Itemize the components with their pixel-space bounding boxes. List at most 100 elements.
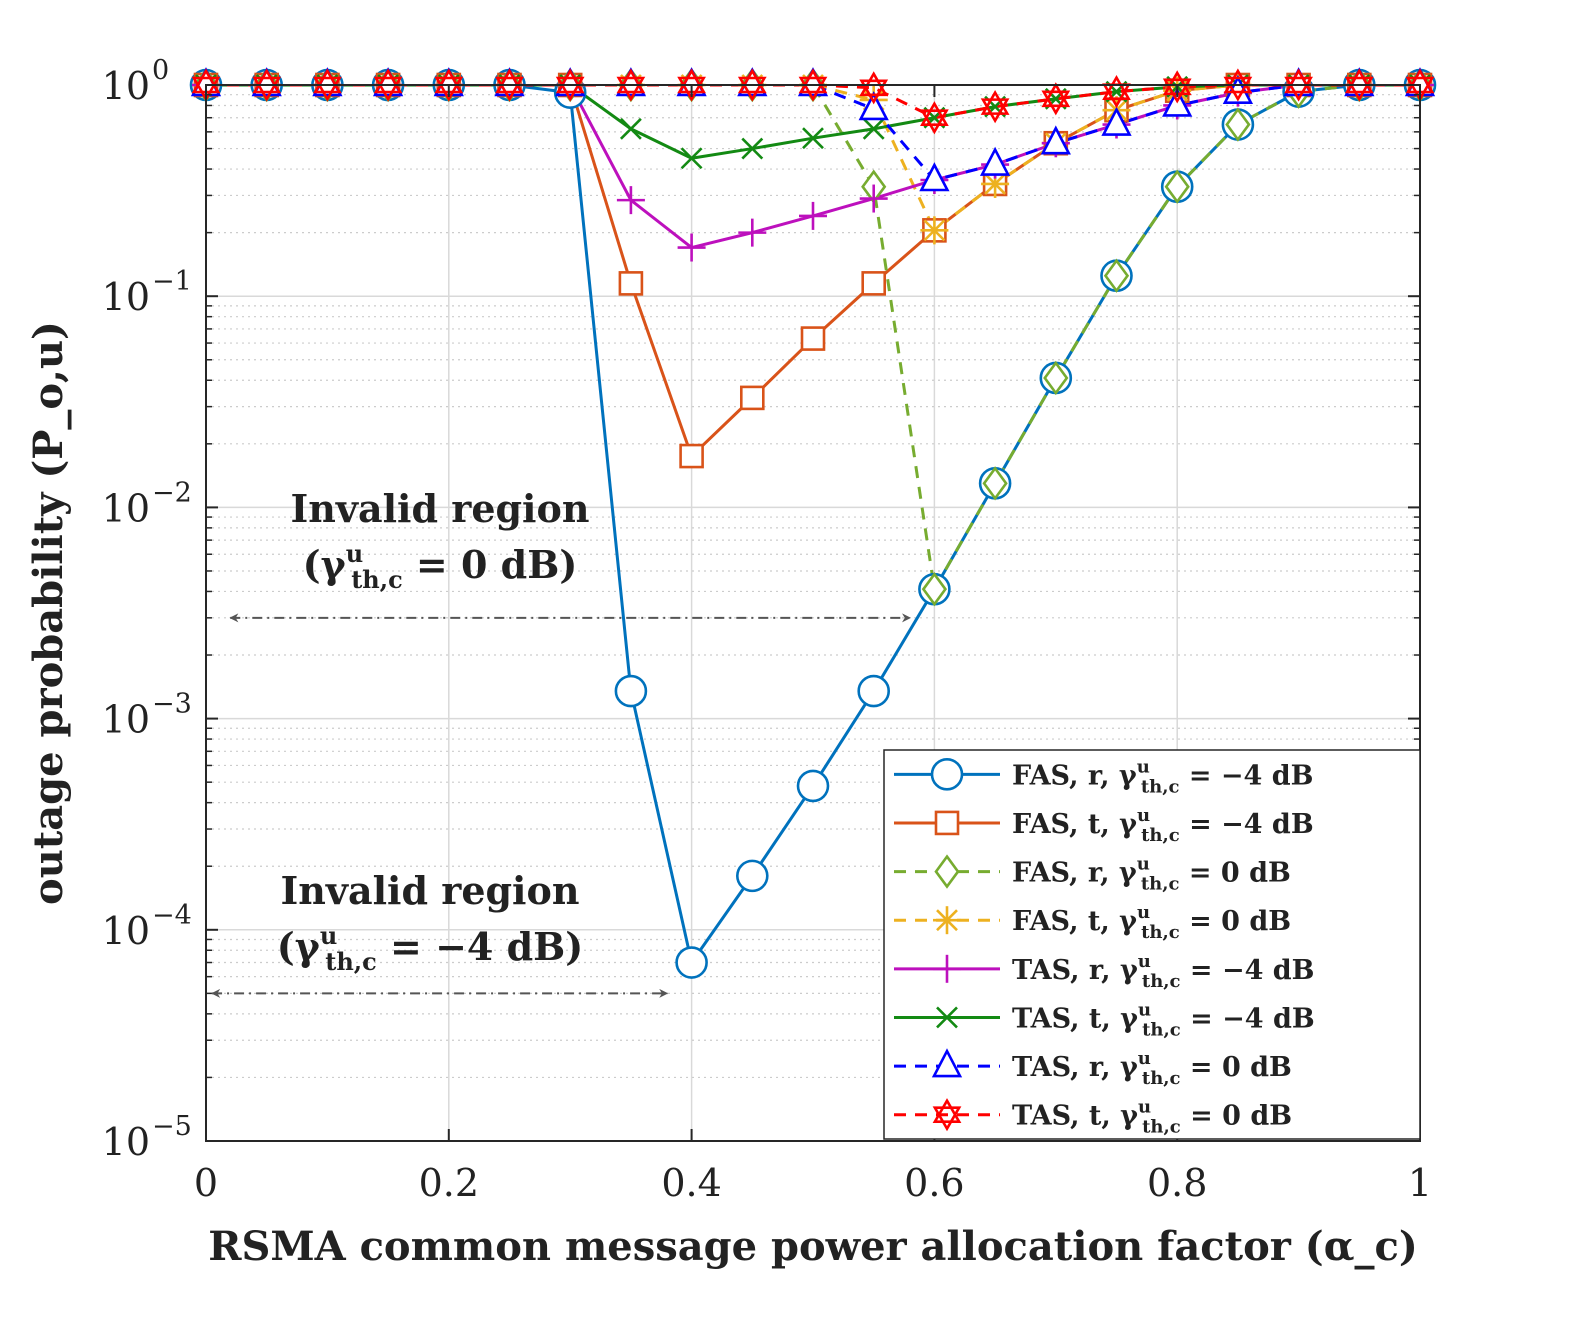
- legend-label: FAS, t, γu th,c = 0 dB: [1012, 902, 1291, 943]
- data-point-s1: [796, 769, 830, 803]
- legend-marker: [931, 1048, 963, 1078]
- y-tick-exponent: 0: [152, 55, 169, 86]
- data-point-s7: [1040, 125, 1071, 155]
- data-point-s8: [798, 68, 828, 102]
- data-point-s8: [555, 68, 585, 102]
- y-tick-label: 10: [102, 1120, 150, 1164]
- plot-area-frame: [205, 84, 1421, 1142]
- y-tick-label: 10: [102, 486, 150, 530]
- x-tick-label: 1: [1408, 1161, 1432, 1205]
- annotation-subtitle: (γu th,c = −4 dB): [277, 921, 584, 976]
- y-tick-label: 10: [102, 275, 150, 319]
- x-tick-label: 0.6: [904, 1161, 964, 1205]
- data-point-s8: [1041, 82, 1071, 116]
- data-point-s2: [679, 443, 704, 469]
- data-point-s8: [495, 68, 524, 102]
- legend-marker: [934, 854, 960, 889]
- x-tick-label: 0.4: [661, 1161, 721, 1205]
- legend-marker: [932, 1098, 962, 1132]
- data-point-s6: [802, 127, 824, 150]
- x-tick-label: 0.8: [1147, 1161, 1207, 1205]
- legend-entry: TAS, t, γu th,c = −4 dB: [894, 999, 1315, 1040]
- data-point-s8: [616, 68, 646, 102]
- y-tick-label: 10: [102, 64, 150, 108]
- data-point-s8: [980, 90, 1010, 124]
- data-point-s3: [1103, 258, 1130, 293]
- data-point-s2: [800, 326, 826, 351]
- data-point-s1: [857, 674, 891, 708]
- data-point-s2: [618, 271, 644, 296]
- data-point-s5: [738, 218, 767, 247]
- legend-entry: TAS, t, γu th,c = 0 dB: [894, 1097, 1292, 1138]
- data-point-s3: [921, 571, 948, 607]
- data-point-s6: [619, 117, 642, 140]
- data-markers: [189, 67, 1437, 979]
- legend-marker: [934, 810, 960, 836]
- data-point-s8: [373, 68, 403, 102]
- annotations: Invalid region (γu th,c = 0 dB) Invalid reg…: [211, 486, 912, 998]
- legend-label: TAS, t, γu th,c = 0 dB: [1012, 1097, 1292, 1138]
- y-tick-exponent: −5: [152, 1111, 192, 1142]
- data-point-s8: [1223, 68, 1253, 102]
- annotation-subtitle: (γu th,c = 0 dB): [303, 539, 578, 594]
- data-point-s8: [313, 68, 342, 102]
- data-point-s8: [1284, 68, 1313, 102]
- data-point-s8: [252, 68, 282, 102]
- legend-entry: TAS, r, γu th,c = 0 dB: [894, 1048, 1292, 1089]
- x-axis-title: RSMA common message power allocation fac…: [208, 1223, 1418, 1270]
- series-line-3: [206, 85, 1420, 591]
- annotation-title: Invalid region: [281, 868, 580, 913]
- data-point-s5: [799, 201, 827, 230]
- y-tick-label: 10: [102, 698, 150, 742]
- data-point-s6: [680, 147, 703, 170]
- data-point-s2: [739, 385, 765, 411]
- data-point-s3: [982, 466, 1008, 501]
- legend-label: TAS, r, γu th,c = 0 dB: [1012, 1048, 1292, 1089]
- legend-marker: [936, 1006, 958, 1029]
- data-point-s1: [735, 859, 769, 893]
- data-point-s7: [858, 91, 889, 121]
- y-tick-exponent: −4: [152, 900, 192, 931]
- data-point-s6: [862, 117, 885, 140]
- y-tick-label: 10: [102, 909, 150, 953]
- data-point-s1: [675, 946, 708, 979]
- y-tick-exponent: −3: [152, 689, 192, 720]
- data-point-s5: [616, 186, 645, 215]
- data-point-s4: [920, 216, 949, 245]
- data-point-s8: [737, 68, 767, 102]
- legend-marker: [930, 758, 964, 791]
- data-point-s5: [677, 233, 706, 262]
- legend-label: TAS, t, γu th,c = −4 dB: [1012, 999, 1315, 1040]
- legend-entry: FAS, t, γu th,c = −4 dB: [894, 805, 1314, 846]
- data-point-s7: [979, 146, 1011, 176]
- legend-entry: TAS, r, γu th,c = −4 dB: [894, 951, 1314, 992]
- legend-label: FAS, t, γu th,c = −4 dB: [1012, 805, 1314, 846]
- y-tick-exponent: −1: [152, 266, 192, 297]
- annotation-title: Invalid region: [291, 486, 590, 531]
- legend-label: FAS, r, γu th,c = −4 dB: [1012, 756, 1313, 797]
- y-tick-exponent: −2: [152, 477, 192, 508]
- legend: FAS, r, γu th,c = −4 dB FAS, t, γu th,c = −…: [883, 749, 1421, 1140]
- data-point-s3: [1043, 360, 1069, 396]
- data-point-s3: [1164, 169, 1190, 204]
- data-point-s2: [861, 271, 887, 296]
- legend-entry: FAS, r, γu th,c = 0 dB: [894, 854, 1291, 895]
- legend-marker: [933, 954, 961, 983]
- data-point-s5: [859, 184, 888, 213]
- legend-label: TAS, r, γu th,c = −4 dB: [1012, 951, 1314, 992]
- legend-box: [883, 749, 1421, 1140]
- data-point-s8: [1344, 68, 1374, 102]
- series-line-7: [206, 85, 1420, 182]
- x-tick-label: 0.2: [419, 1161, 479, 1205]
- y-axis-title: outage probability (P_o,u): [25, 321, 72, 905]
- data-point-s1: [614, 674, 648, 708]
- data-point-s7: [919, 162, 950, 192]
- legend-label: FAS, r, γu th,c = 0 dB: [1012, 854, 1291, 895]
- data-point-s3: [1225, 107, 1251, 142]
- data-point-s8: [920, 101, 949, 135]
- x-tick-label: 0: [194, 1161, 218, 1205]
- legend-entry: FAS, r, γu th,c = −4 dB: [894, 756, 1313, 797]
- legend-marker: [933, 906, 961, 935]
